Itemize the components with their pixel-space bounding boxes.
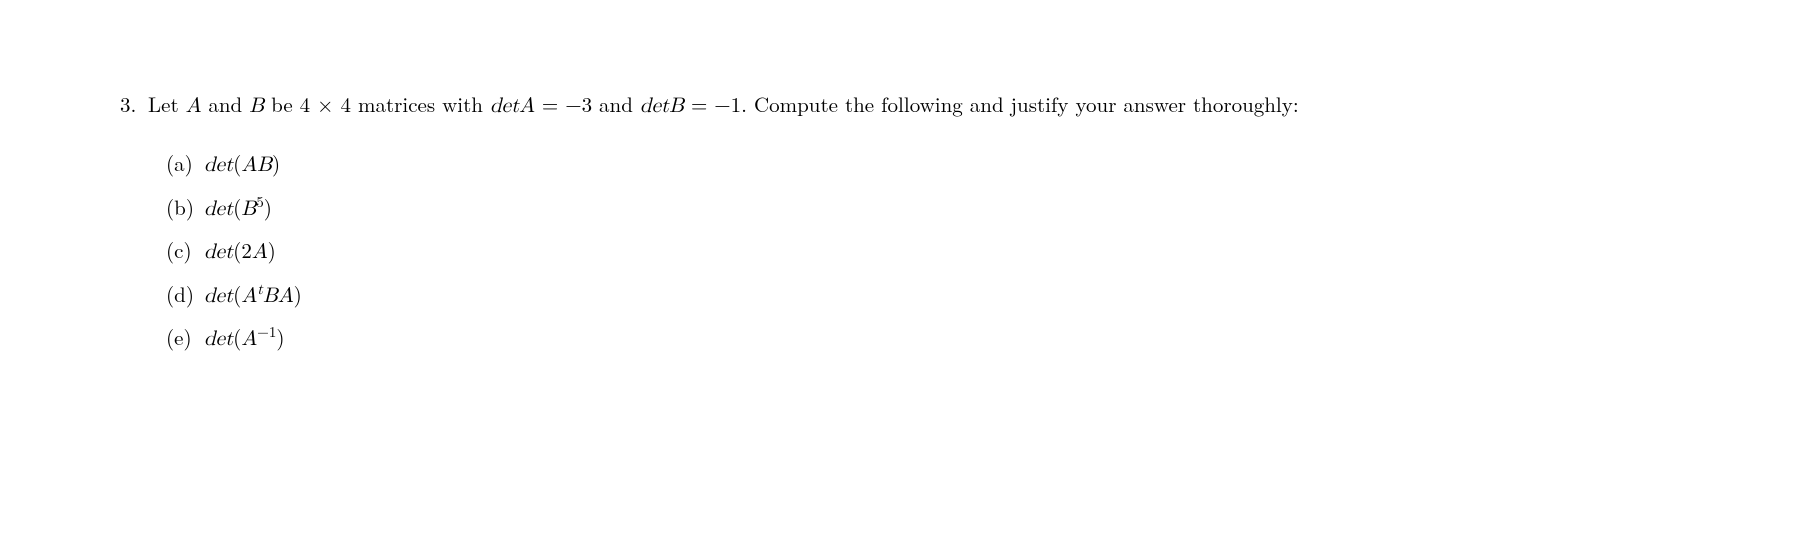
part-d-content: det(AtBA) [204, 280, 1682, 311]
text-pre: Let [148, 89, 186, 119]
exp-neg1: −1 [257, 321, 276, 342]
part-b-label: (b) [166, 193, 204, 222]
problem-body: Let A and B be 4 × 4 matrices with detA … [148, 90, 1682, 366]
det-word: det [204, 155, 233, 176]
base-B: B [241, 199, 256, 220]
A-second: A [278, 286, 294, 307]
var-A: A [186, 96, 202, 117]
problem-statement: Let A and B be 4 × 4 matrices with detA … [148, 90, 1682, 121]
text-and: and [201, 89, 249, 119]
paren-close: ) [264, 192, 272, 222]
var-B: B [249, 96, 264, 117]
text-eqB: = −1. Compute the following and justify … [684, 89, 1299, 119]
text-be: be 4 × 4 matrices with [264, 89, 490, 119]
part-d: (d) det(AtBA) [166, 280, 1682, 311]
part-e: (e) det(A−1) [166, 323, 1682, 354]
mat-A: A [252, 242, 268, 263]
detA: detA [490, 96, 535, 117]
parts-list: (a) det(AB) (b) det(B5) (c) det(2A) (d) … [148, 149, 1682, 354]
B-mid: B [263, 286, 278, 307]
problem-number: 3. [120, 90, 148, 119]
paren-close: ) [294, 279, 302, 309]
part-c-label: (c) [166, 236, 204, 265]
det-word: det [204, 199, 233, 220]
part-e-label: (e) [166, 323, 204, 352]
det-word: det [204, 286, 233, 307]
part-c: (c) det(2A) [166, 236, 1682, 267]
paren-close: ) [268, 235, 276, 265]
problem-container: 3. Let A and B be 4 × 4 matrices with de… [120, 90, 1682, 366]
detB: detB [640, 96, 684, 117]
text-eqA: = −3 and [535, 89, 640, 119]
part-d-label: (d) [166, 280, 204, 309]
exp-5: 5 [256, 191, 264, 212]
part-a-label: (a) [166, 149, 204, 178]
part-a: (a) det(AB) [166, 149, 1682, 180]
part-a-content: det(AB) [204, 149, 1682, 180]
scalar-2: 2 [241, 235, 252, 265]
part-b-content: det(B5) [204, 193, 1682, 224]
expr-B: B [257, 155, 272, 176]
part-c-content: det(2A) [204, 236, 1682, 267]
A-first: A [241, 286, 257, 307]
paren-close: ) [272, 148, 280, 178]
part-b: (b) det(B5) [166, 193, 1682, 224]
det-word: det [204, 242, 233, 263]
part-e-content: det(A−1) [204, 323, 1682, 354]
paren-close: ) [276, 322, 284, 352]
expr-A: A [241, 155, 257, 176]
base-A: A [241, 329, 257, 350]
det-word: det [204, 329, 233, 350]
